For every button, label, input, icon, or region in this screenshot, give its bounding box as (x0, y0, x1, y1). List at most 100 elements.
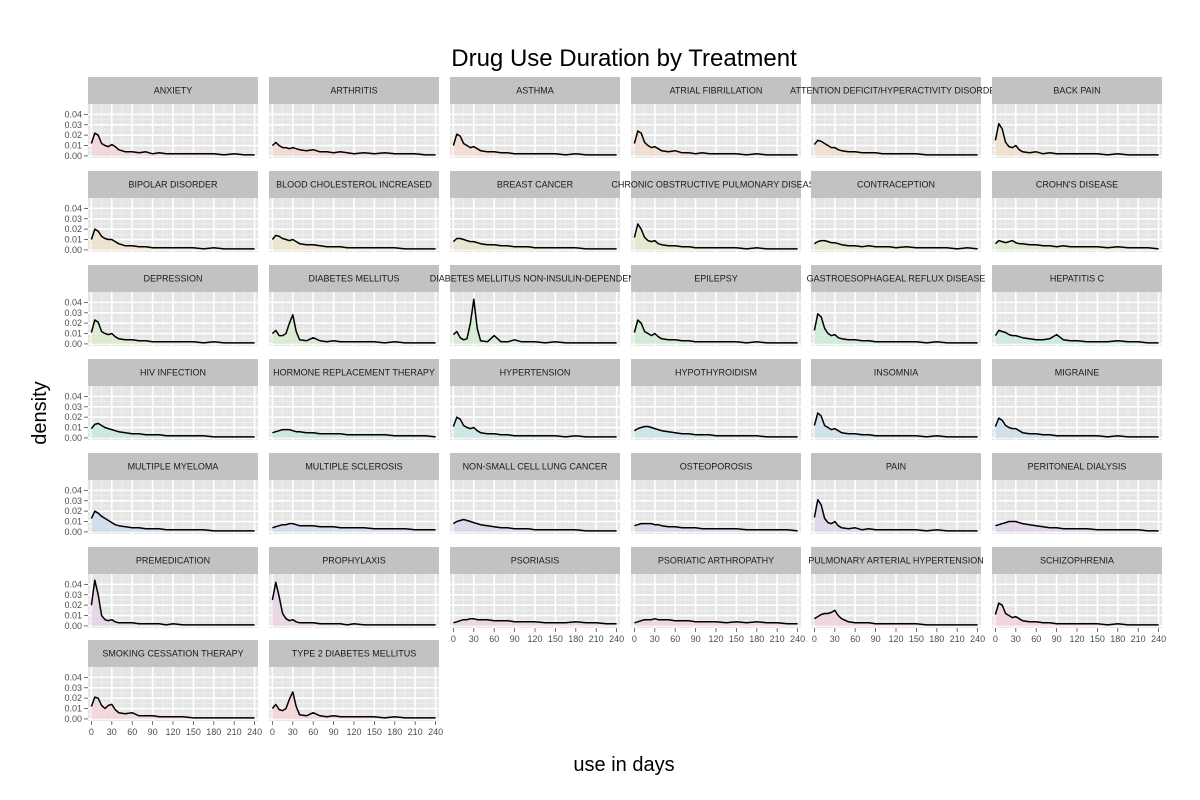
x-tick-label: 30 (1011, 634, 1021, 644)
x-tick-label: 90 (329, 727, 339, 737)
y-tick-label: 0.00 (64, 339, 82, 349)
facet-hiv-infection: HIV INFECTION 0.000.010.020.030.04 (64, 359, 258, 443)
x-tick-label: 210 (1131, 634, 1146, 644)
panel-grid (269, 104, 439, 158)
y-tick-label: 0.04 (64, 485, 82, 495)
facet-strip-label: DIABETES MELLITUS NON-INSULIN-DEPENDENT (430, 274, 641, 284)
density-curve (453, 518, 617, 532)
chart-title: Drug Use Duration by Treatment (451, 45, 797, 72)
facet-back-pain: BACK PAIN (992, 77, 1162, 158)
facet-strip-label: HORMONE REPLACEMENT THERAPY (273, 368, 435, 378)
facet-strip (992, 359, 1162, 386)
facet-strip-label: BIPOLAR DISORDER (128, 180, 218, 190)
facet-multiple-sclerosis: MULTIPLE SCLEROSIS (269, 453, 439, 534)
facet-pulmonary-arterial-hypertension: PULMONARY ARTERIAL HYPERTENSION 0 30 60 90 12… (808, 547, 985, 644)
facet-strip (450, 77, 620, 104)
x-tick-label: 120 (888, 634, 903, 644)
panel-grid (88, 480, 258, 534)
density-area (453, 417, 617, 438)
x-tick-label: 120 (346, 727, 361, 737)
panel-grid (88, 292, 258, 346)
x-tick-label: 120 (165, 727, 180, 737)
density-area (91, 580, 255, 626)
facet-strip-label: PERITONEAL DIALYSIS (1028, 462, 1127, 472)
panel-grid (992, 480, 1162, 534)
density-area (814, 413, 978, 438)
facet-strip (269, 547, 439, 574)
x-tick-label: 60 (308, 727, 318, 737)
facet-strip-label: HYPERTENSION (500, 368, 571, 378)
y-tick-label: 0.03 (64, 590, 82, 600)
panel-grid (450, 292, 620, 346)
x-tick-label: 0 (89, 727, 94, 737)
density-area (995, 418, 1159, 438)
facet-strip-label: CROHN'S DISEASE (1036, 180, 1118, 190)
facet-strip-label: DIABETES MELLITUS (308, 274, 399, 284)
density-area (814, 240, 978, 250)
facet-strip-label: MIGRAINE (1055, 368, 1100, 378)
density-curve (271, 234, 436, 250)
facet-strip-label: MULTIPLE MYELOMA (128, 462, 219, 472)
panel-grid (811, 480, 981, 534)
facet-strip (88, 453, 258, 480)
facet-strip-label: GASTROESOPHAGEAL REFLUX DISEASE (807, 274, 986, 284)
x-tick-label: 210 (950, 634, 965, 644)
x-tick-label: 210 (770, 634, 785, 644)
x-tick-label: 240 (609, 634, 624, 644)
panel-grid (992, 386, 1162, 440)
facet-strip (88, 171, 258, 198)
y-tick-label: 0.02 (64, 224, 82, 234)
density-curve (994, 122, 1159, 156)
facet-strip-label: PROPHYLAXIS (322, 556, 386, 566)
x-tick-label: 150 (367, 727, 382, 737)
facet-asthma: ASTHMA (450, 77, 620, 158)
x-tick-label: 180 (749, 634, 764, 644)
facet-strip-label: HYPOTHYROIDISM (675, 368, 757, 378)
density-curve (90, 696, 255, 719)
density-area (995, 123, 1159, 156)
facet-strip (631, 77, 801, 104)
x-tick-label: 120 (1069, 634, 1084, 644)
facet-strip (811, 547, 981, 574)
facet-strip (450, 265, 620, 292)
x-tick-label: 60 (1031, 634, 1041, 644)
facet-strip (992, 265, 1162, 292)
density-curve (90, 319, 255, 344)
facet-non-small-cell-lung-cancer: NON-SMALL CELL LUNG CANCER (450, 453, 620, 534)
y-tick-label: 0.00 (64, 433, 82, 443)
y-tick-label: 0.03 (64, 308, 82, 318)
facet-multiple-myeloma: MULTIPLE MYELOMA 0.000.010.020.030.04 (64, 453, 258, 537)
density-curve (452, 416, 617, 438)
density-curve (90, 579, 255, 626)
density-curve (813, 313, 978, 344)
facet-strip (811, 359, 981, 386)
panel-grid (811, 198, 981, 252)
y-tick-label: 0.01 (64, 517, 82, 527)
panel-grid (450, 104, 620, 158)
x-tick-label: 90 (510, 634, 520, 644)
facet-hypertension: HYPERTENSION (450, 359, 620, 440)
facet-strip-label: PSORIASIS (511, 556, 560, 566)
facet-strip (631, 453, 801, 480)
facet-strip (269, 171, 439, 198)
density-area (995, 240, 1159, 250)
y-tick-label: 0.01 (64, 611, 82, 621)
x-tick-label: 180 (387, 727, 402, 737)
panel-grid (811, 292, 981, 346)
facet-strip-label: PAIN (886, 462, 906, 472)
y-tick-label: 0.01 (64, 704, 82, 714)
density-area (272, 582, 436, 626)
y-tick-label: 0.03 (64, 683, 82, 693)
facet-strip-label: BREAST CANCER (497, 180, 574, 190)
y-tick-label: 0.03 (64, 402, 82, 412)
panel-grid (631, 386, 801, 440)
y-tick-label: 0.00 (64, 621, 82, 631)
facet-strip (88, 640, 258, 667)
facet-strip-label: PULMONARY ARTERIAL HYPERTENSION (808, 556, 984, 566)
facet-strip (811, 265, 981, 292)
facet-hypothyroidism: HYPOTHYROIDISM (631, 359, 801, 440)
x-tick-label: 240 (428, 727, 443, 737)
facet-diabetes-mellitus: DIABETES MELLITUS (269, 265, 439, 346)
density-area (814, 610, 978, 626)
x-tick-label: 30 (469, 634, 479, 644)
